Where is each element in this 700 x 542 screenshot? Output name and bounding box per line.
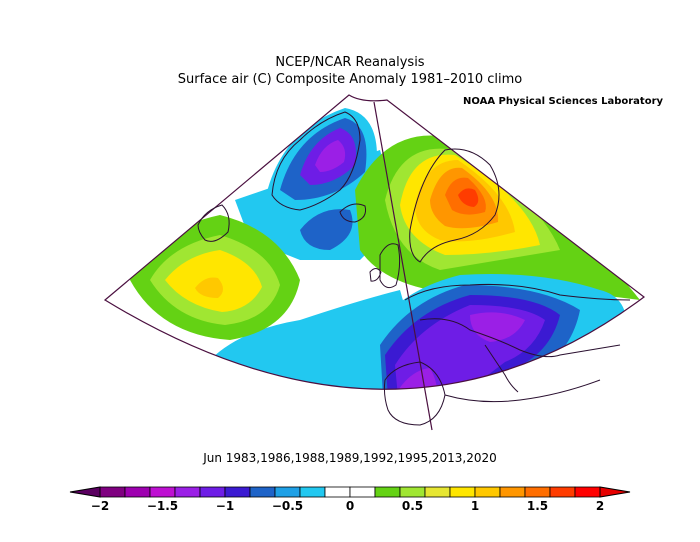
colorbar-tick-label: −2 [90, 499, 110, 513]
colorbar-max-arrow [599, 486, 631, 498]
coastlines [197, 111, 631, 426]
colorbar-swatch [574, 486, 601, 498]
composite-years-caption: Jun 1983,1986,1988,1989,1992,1995,2013,2… [203, 451, 497, 465]
iceland-coastline [339, 203, 366, 223]
colorbar-min-arrow [69, 486, 101, 498]
colorbar-tick-label: −0.5 [271, 499, 304, 513]
labrador-coastline [197, 204, 230, 242]
map-title: NCEP/NCAR Reanalysis [275, 55, 425, 70]
map-boundary [103, 94, 645, 390]
anomaly-region-greenland-purple [315, 140, 346, 172]
anomaly-region-west-cyan [210, 290, 420, 390]
british-isles-coastline [369, 243, 401, 289]
colorbar-swatch [199, 486, 226, 498]
colorbar-swatch [299, 486, 326, 498]
colorbar-tick-label: 2 [595, 499, 605, 513]
colorbar-swatch [224, 486, 251, 498]
iberia-coastline [383, 361, 446, 426]
italy-coastline [484, 344, 519, 393]
colorbar-swatch [474, 486, 501, 498]
colorbar-tick-label: −1.5 [146, 499, 179, 513]
colorbar-swatch [174, 486, 201, 498]
colorbar-tick-label: 1.5 [526, 499, 549, 513]
greenland-coastline [271, 111, 361, 211]
colorbar-swatch [124, 486, 151, 498]
colorbar-swatch [549, 486, 576, 498]
colorbar-swatch [524, 486, 551, 498]
colorbar-swatch [499, 486, 526, 498]
anomaly-region-denmark-strait-blue [300, 209, 353, 250]
colorbar-tick-label: 1 [470, 499, 480, 513]
colorbar-swatch [374, 486, 401, 498]
colorbar-tick-label: 0 [345, 499, 355, 513]
anomaly-region-iberia-purple [395, 368, 438, 390]
colorbar-swatch [99, 486, 126, 498]
colorbar-swatch [324, 486, 351, 498]
anomaly-region-atlantic-orange [195, 277, 223, 298]
colorbar-swatch [424, 486, 451, 498]
colorbar-tick-label: −1 [215, 499, 235, 513]
credit-label: NOAA Physical Sciences Laboratory [463, 96, 664, 107]
europe-coastline [404, 283, 631, 358]
colorbar-swatch [249, 486, 276, 498]
colorbar-swatch [149, 486, 176, 498]
anomaly-region-scandinavia-red [458, 188, 479, 207]
colorbar-swatch [449, 486, 476, 498]
colorbar-tick-label: 0.5 [401, 499, 424, 513]
meridian-line [373, 101, 433, 431]
scandinavia-coastline [409, 148, 500, 263]
colorbar-swatch [349, 486, 376, 498]
colorbar-swatch [399, 486, 426, 498]
mediterranean-coastline [444, 379, 601, 403]
map-subtitle: Surface air (C) Composite Anomaly 1981–2… [177, 72, 523, 87]
colorbar-swatch [274, 486, 301, 498]
